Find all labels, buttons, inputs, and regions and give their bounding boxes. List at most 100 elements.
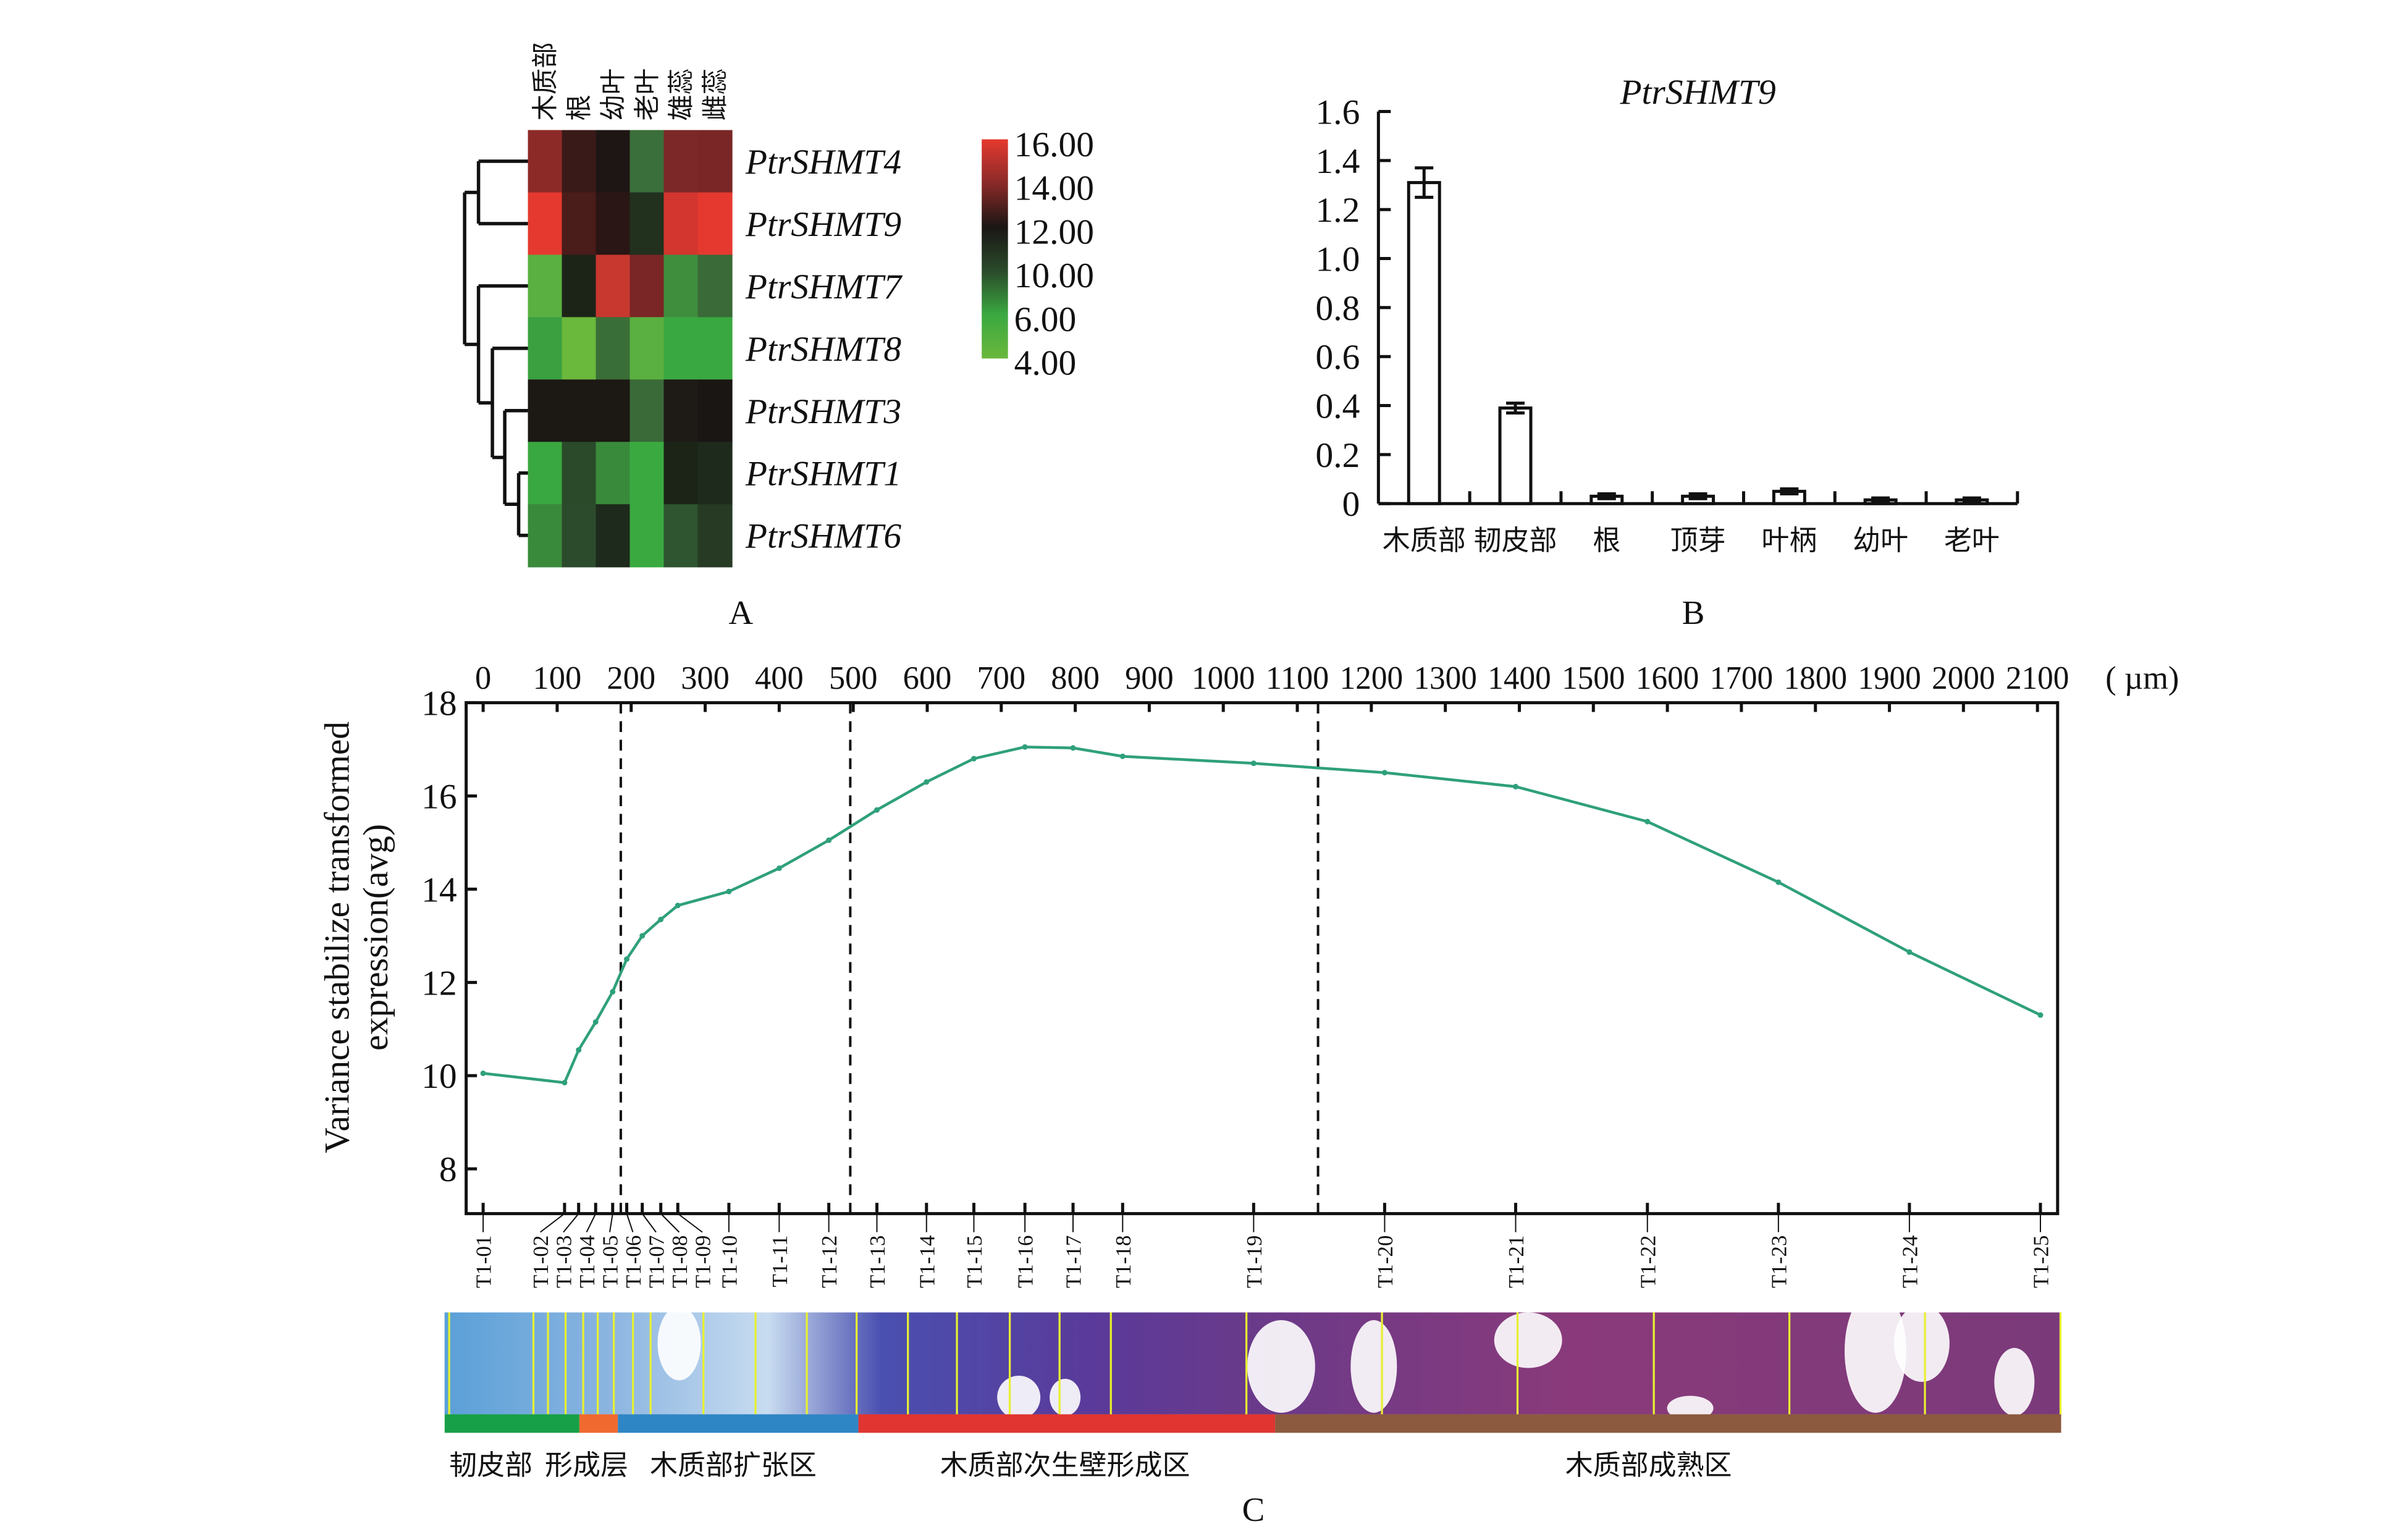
vessel-cell — [1494, 1312, 1562, 1368]
top-axis-unit: ( µm) — [2105, 660, 2179, 696]
row-label: PtrSHMT6 — [745, 517, 902, 556]
sample-label: T1-18 — [1111, 1235, 1135, 1288]
sample-label: T1-21 — [1504, 1235, 1528, 1288]
colorbar-tick-label: 4.00 — [1014, 344, 1077, 383]
sample-label: T1-09 — [691, 1235, 715, 1288]
panel-label-b: B — [1682, 594, 1705, 631]
sample-label: T1-16 — [1014, 1235, 1038, 1288]
heatmap-cell — [697, 317, 733, 381]
sample-leader-line — [563, 1213, 579, 1233]
sample-leader-line — [586, 1213, 597, 1233]
sample-label: T1-25 — [2029, 1235, 2053, 1288]
top-axis-tick-label: 400 — [755, 660, 804, 696]
heatmap-cell — [629, 192, 665, 256]
x-tick-label: 顶芽 — [1670, 524, 1726, 557]
vessel-cell — [1844, 1289, 1906, 1413]
data-point — [562, 1080, 568, 1086]
sample-label: T1-15 — [962, 1235, 987, 1288]
bar — [1407, 181, 1441, 505]
heatmap-cell — [562, 317, 597, 381]
row-label: PtrSHMT7 — [745, 267, 903, 306]
vessel-cell — [1350, 1320, 1397, 1413]
sample-label: T1-03 — [552, 1235, 576, 1288]
column-label: 根 — [565, 95, 595, 120]
heatmap-cell — [596, 317, 631, 381]
data-point — [1381, 770, 1387, 776]
heatmap-cell — [562, 504, 597, 568]
data-point — [1250, 760, 1257, 767]
bar-chart-panel-b: PtrSHMT9 0 0.2 0.4 0.6 0.8 1.0 1.2 1.4 1.6 木质部 韧皮部 根… — [1316, 73, 2019, 557]
sample-label: T1-17 — [1062, 1235, 1086, 1288]
data-point — [592, 1019, 599, 1025]
data-point — [658, 916, 664, 922]
sample-leader-line — [641, 1213, 657, 1233]
y-tick-label: 0.8 — [1316, 289, 1360, 328]
zone-label: 木质部次生壁形成区 — [940, 1449, 1190, 1481]
zone-color-bar — [858, 1414, 1276, 1433]
vessel-cell — [1893, 1305, 1950, 1382]
x-tick-label: 根 — [1593, 524, 1620, 557]
sample-label: T1-19 — [1242, 1235, 1266, 1288]
heatmap-cell — [663, 504, 699, 568]
zone-label: 木质部扩张区 — [650, 1449, 817, 1481]
colorbar-tick-label: 12.00 — [1014, 213, 1094, 251]
sample-label: T1-01 — [472, 1235, 496, 1288]
heatmap-cell — [697, 192, 733, 256]
sample-label: T1-06 — [621, 1235, 646, 1288]
heatmap-cell — [629, 442, 665, 505]
data-point — [480, 1070, 486, 1076]
heatmap-cell — [562, 255, 597, 318]
sample-leader-line — [539, 1213, 565, 1233]
chart-title: PtrSHMT9 — [1619, 73, 1775, 112]
vessel-cell — [1050, 1378, 1081, 1416]
vessel-cell — [1247, 1320, 1315, 1413]
heatmap-cell — [697, 130, 733, 193]
top-axis-tick-label: 500 — [829, 660, 878, 696]
data-point — [1512, 783, 1518, 789]
data-point — [675, 903, 681, 909]
heatmap-cell — [697, 504, 733, 568]
row-label: PtrSHMT4 — [745, 143, 901, 182]
heatmap-cell — [596, 130, 631, 193]
sample-label: T1-20 — [1373, 1235, 1397, 1288]
heatmap-cell — [528, 255, 563, 318]
y-tick-label: 18 — [421, 684, 457, 723]
sample-leader-line — [677, 1213, 703, 1233]
y-axis-label-line1: Variance stabilize transformed — [318, 722, 357, 1153]
line-chart-panel-c: 0 100 200 300 400 500 600 700 800 900 1000 1100 1200… — [318, 660, 2179, 1481]
heatmap-cell — [528, 130, 563, 193]
data-point — [1119, 753, 1126, 759]
zone-label: 形成层 — [545, 1449, 628, 1481]
top-axis-tick-label: 700 — [977, 660, 1025, 696]
y-tick-label: 10 — [421, 1057, 457, 1096]
heatmap-cell — [562, 379, 597, 443]
vessel-cell — [1667, 1395, 1714, 1421]
data-point — [2037, 1012, 2044, 1018]
data-point — [1644, 819, 1651, 825]
top-axis-tick-label: 2100 — [2006, 660, 2069, 696]
y-tick-label: 0.6 — [1316, 338, 1360, 377]
heatmap-cell — [663, 255, 699, 318]
sample-label: T1-05 — [598, 1235, 622, 1288]
data-point — [1070, 745, 1076, 751]
top-axis-tick-label: 1700 — [1710, 660, 1773, 696]
data-point — [624, 956, 630, 962]
data-point — [776, 865, 782, 871]
x-tick-label: 叶柄 — [1761, 524, 1817, 557]
top-axis-tick-label: 1900 — [1858, 660, 1921, 696]
top-axis-tick-label: 1600 — [1636, 660, 1699, 696]
colorbar-tick-label: 14.00 — [1014, 169, 1094, 208]
y-tick-label: 14 — [421, 870, 457, 909]
top-axis-tick-label: 1300 — [1413, 660, 1476, 696]
top-axis-tick-label: 900 — [1125, 660, 1174, 696]
top-axis-tick-label: 1000 — [1192, 660, 1255, 696]
heatmap-cell — [596, 379, 631, 443]
y-tick-label: 0 — [1342, 485, 1360, 524]
heatmap-cell — [562, 442, 597, 505]
y-tick-label: 0.4 — [1316, 387, 1360, 426]
sample-label: T1-22 — [1636, 1235, 1660, 1288]
heatmap-cell — [562, 130, 597, 193]
row-label: PtrSHMT3 — [745, 392, 901, 431]
heatmap-cell — [596, 255, 631, 318]
heatmap-cell — [697, 379, 733, 443]
